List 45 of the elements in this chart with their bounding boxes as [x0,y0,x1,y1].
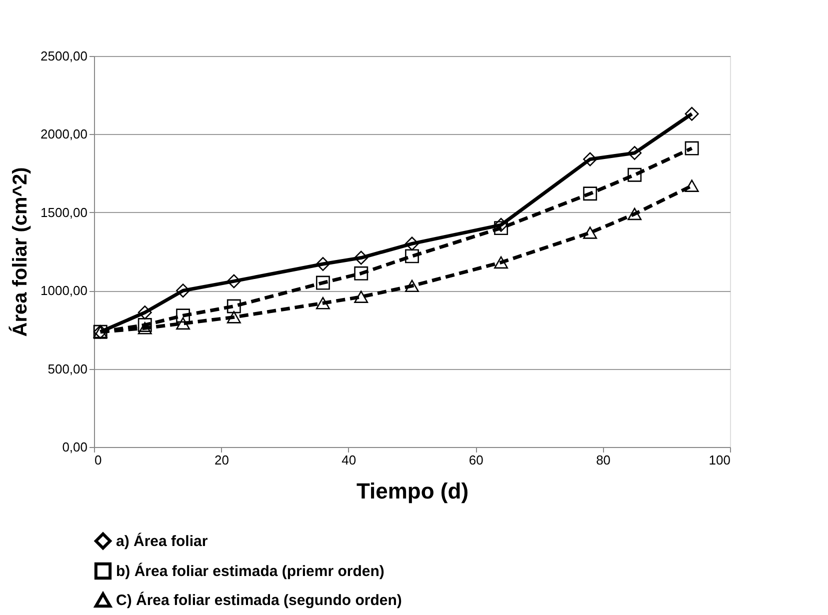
point [628,208,642,220]
point [405,236,419,251]
x-axis-title: Tiempo (d) [356,478,469,504]
point [684,180,699,192]
y-axis-title: Área foliar (cm^2) [8,167,32,337]
point [316,296,330,310]
point [176,284,190,298]
point [494,256,508,269]
y-tick-label: 500,00 [48,361,88,376]
point [405,280,419,292]
x-tick-label: 0 [94,452,102,468]
x-tick-label: 60 [468,452,484,468]
y-tick-label: 2000,00 [40,126,88,142]
x-tick-label: 80 [596,452,611,468]
legend-label: b) Área foliar estimada (priemr orden) [116,562,384,580]
point [354,250,368,265]
legend-label: C) Área foliar estimada (segundo orden) [116,591,402,609]
x-tick-label: 100 [708,452,730,468]
point [494,221,508,236]
point [628,146,642,160]
point [684,141,699,156]
point [354,290,368,303]
point [316,257,330,271]
point [583,226,598,239]
point [226,311,241,324]
point [138,306,152,320]
point [138,318,152,332]
y-tick-label: 0,00 [62,440,88,454]
point [138,322,152,334]
point [354,266,368,280]
point [628,168,642,182]
y-tick-label: 1500,00 [40,204,88,220]
point [176,317,190,330]
y-tick-label: 1000,00 [40,283,88,298]
x-tick-label: 20 [214,452,229,468]
y-tick-label: 2500,00 [40,48,88,64]
point [405,249,419,264]
point [583,186,598,201]
point [684,106,699,121]
point [176,308,190,323]
point [583,152,598,166]
point [226,299,241,314]
point [316,276,330,290]
x-tick-label: 40 [342,452,356,468]
legend-label: a) Área foliar [116,532,208,550]
